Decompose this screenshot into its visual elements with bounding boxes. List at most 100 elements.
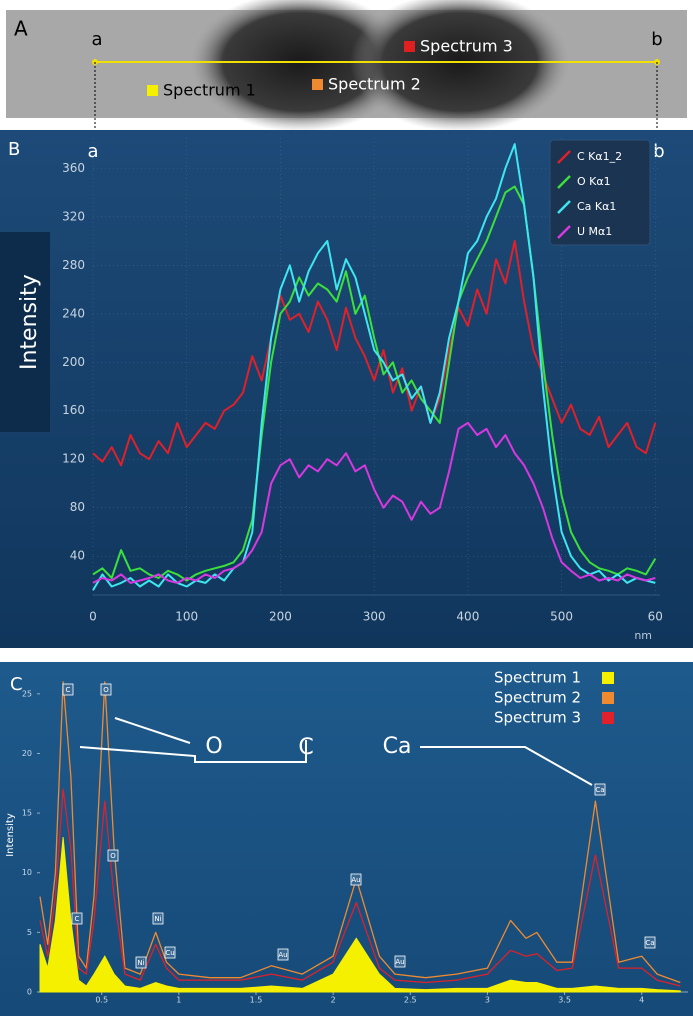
y-tick-label: 280 — [62, 258, 85, 272]
peak-label-box — [644, 936, 656, 949]
legend-swatch — [557, 150, 571, 164]
peak-label: Au — [351, 876, 360, 884]
legend-label: Spectrum 1 — [494, 669, 581, 687]
x-tick-label: 3.5 — [558, 996, 571, 1005]
legend-swatch — [602, 712, 614, 724]
peak-label-box — [71, 912, 83, 925]
legend-label: Spectrum 2 — [494, 689, 581, 707]
peak-label: O — [110, 852, 116, 860]
legend-label: U Mα1 — [577, 225, 612, 238]
panel-label: A — [14, 17, 28, 41]
legend-box — [549, 139, 651, 246]
spectrum-label: Spectrum 3 — [420, 37, 513, 56]
peak-label-box — [164, 946, 176, 959]
series-line — [92, 421, 656, 584]
legend-label: O Kα1 — [577, 175, 611, 188]
peak-label: Au — [395, 958, 404, 966]
legend-swatch — [602, 692, 614, 704]
peak-label-box — [107, 849, 119, 862]
y-tick-label: 10 — [22, 868, 32, 877]
arrow — [420, 746, 593, 786]
spectrum-label: Spectrum 1 — [163, 81, 256, 100]
y-tick-label: 5 — [27, 928, 32, 937]
y-tick-label: 25 — [22, 689, 32, 698]
x-tick-label: 4 — [639, 996, 644, 1005]
y-axis-label: Intensity — [5, 813, 16, 857]
x-tick-label: 3 — [485, 996, 490, 1005]
line-start: a — [91, 29, 102, 50]
line-start: a — [87, 141, 98, 162]
callout-label: O — [205, 734, 222, 759]
y-tick-label: 80 — [70, 500, 85, 514]
peak-label: Au — [278, 951, 287, 959]
callout-label: Ca — [383, 734, 412, 759]
legend-label: Spectrum 3 — [494, 709, 581, 727]
series-line — [39, 681, 681, 984]
legend-swatch — [557, 200, 571, 214]
particle — [350, 0, 570, 132]
panel-label: C — [10, 674, 23, 695]
peak-label-box — [100, 683, 112, 696]
plot-b: 40 80 120 160 200 240 280 320 360 0 100 200 300 400 50… — [62, 138, 663, 624]
plot-c: 0 5 10 15 20 25 0.5 1 1.5 2 2.5 3 3.5 4 Spectrum 1 Spec… — [22, 669, 688, 1005]
x-tick-label: 200 — [269, 610, 292, 624]
panel-label: B — [8, 139, 20, 160]
particle — [190, 0, 410, 132]
y-tick-label: 240 — [62, 306, 85, 320]
x-tick-label: 0.5 — [95, 996, 108, 1005]
y-tick-label: 15 — [22, 809, 32, 818]
x-tick-label: 500 — [550, 610, 573, 624]
spectrum-area — [39, 836, 681, 993]
y-tick-label: 20 — [22, 749, 32, 758]
callout-arrows — [79, 717, 593, 786]
legend-swatch — [557, 175, 571, 189]
peak-label: Ca — [645, 939, 654, 947]
x-tick-label: 2 — [331, 996, 336, 1005]
x-tick-label: 1.5 — [250, 996, 263, 1005]
spectrum-label: Spectrum 2 — [328, 75, 421, 94]
legend-swatch — [557, 225, 571, 239]
series-line — [92, 185, 657, 582]
arrow — [114, 717, 191, 744]
peak-label-box — [152, 912, 164, 925]
x-tick-label: 2.5 — [404, 996, 417, 1005]
peak-label-box — [394, 955, 406, 968]
spectrum-marker — [147, 85, 158, 96]
series-line — [92, 143, 656, 591]
y-tick-label: 160 — [62, 403, 85, 417]
peak-label: Ca — [595, 786, 604, 794]
x-tick-label: 400 — [456, 610, 479, 624]
x-tick-label: 100 — [175, 610, 198, 624]
y-tick-label: 320 — [62, 209, 85, 223]
peak-label-box — [594, 783, 606, 796]
series-line — [92, 240, 657, 467]
peak-label-box — [350, 873, 362, 886]
peak-label: Ni — [137, 959, 144, 967]
x-tick-label: 60 — [648, 610, 663, 624]
line-end: b — [651, 29, 662, 50]
x-tick-label: 300 — [363, 610, 386, 624]
arrow — [79, 740, 307, 763]
peak-label: Cu — [165, 949, 174, 957]
peak-label-box — [277, 948, 289, 961]
peak-label: O — [103, 686, 109, 694]
x-axis-unit: nm — [634, 629, 652, 642]
y-tick-label: 120 — [62, 452, 85, 466]
legend-swatch — [602, 672, 614, 684]
y-axis-label: Intensity — [17, 274, 42, 370]
peak-label: C — [66, 686, 71, 694]
legend-label: C Kα1_2 — [577, 150, 622, 163]
peak-label-box — [62, 683, 74, 696]
y-tick-label: 40 — [70, 549, 85, 563]
peak-label-box — [135, 956, 147, 969]
ylabel-band — [0, 232, 50, 432]
legend-label: Ca Kα1 — [577, 200, 616, 213]
peak-label: Ni — [154, 915, 161, 923]
y-tick-label: 0 — [27, 988, 32, 997]
series-line — [39, 788, 681, 987]
x-tick-label: 1 — [176, 996, 181, 1005]
spectrum-marker — [312, 79, 323, 90]
peak-label: C — [75, 915, 80, 923]
